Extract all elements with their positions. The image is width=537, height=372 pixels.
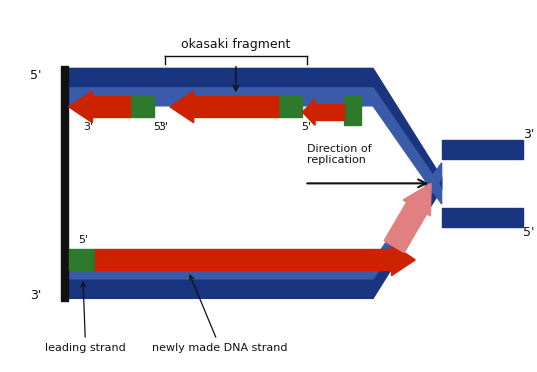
Text: 3': 3' (30, 289, 41, 302)
Text: 5': 5' (301, 122, 311, 132)
Text: 3': 3' (524, 128, 535, 141)
Polygon shape (130, 96, 154, 118)
Polygon shape (61, 66, 68, 301)
Polygon shape (170, 91, 194, 123)
Polygon shape (441, 140, 524, 158)
Polygon shape (344, 96, 361, 125)
Text: 3': 3' (158, 122, 169, 132)
Polygon shape (278, 96, 302, 118)
Polygon shape (391, 244, 415, 276)
Text: leading strand: leading strand (45, 282, 126, 353)
Text: Direction of
replication: Direction of replication (307, 144, 372, 165)
Polygon shape (69, 249, 95, 270)
Polygon shape (68, 163, 441, 279)
Polygon shape (194, 96, 278, 118)
Polygon shape (92, 96, 130, 118)
Text: 5': 5' (30, 69, 41, 82)
Polygon shape (68, 68, 441, 189)
Polygon shape (95, 249, 391, 270)
Polygon shape (68, 88, 441, 204)
Text: okasaki fragment: okasaki fragment (181, 38, 291, 51)
Polygon shape (384, 202, 427, 253)
Text: 5': 5' (154, 122, 163, 132)
Polygon shape (315, 104, 344, 120)
Polygon shape (441, 208, 524, 227)
Polygon shape (69, 91, 92, 123)
Text: 5': 5' (524, 226, 535, 239)
Polygon shape (403, 183, 431, 216)
Text: 5': 5' (78, 235, 88, 245)
Text: newly made DNA strand: newly made DNA strand (153, 275, 288, 353)
Text: 3': 3' (83, 122, 93, 132)
Polygon shape (68, 178, 441, 298)
Polygon shape (302, 99, 315, 125)
